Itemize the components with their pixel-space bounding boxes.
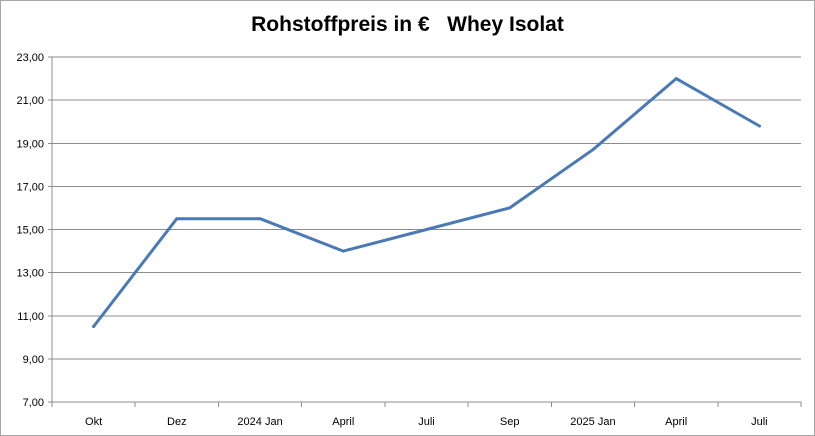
x-tick-label: April [665, 416, 687, 428]
data-point [341, 249, 345, 253]
y-tick-label: 19,00 [16, 138, 44, 150]
data-point [591, 148, 595, 152]
y-tick-label: 17,00 [16, 181, 44, 193]
y-tick-label: 13,00 [16, 268, 44, 280]
chart-title: Rohstoffpreis in € Whey Isolat [251, 13, 564, 36]
x-tick-label: Juli [751, 416, 768, 428]
y-tick-label: 15,00 [16, 225, 44, 237]
y-tick-label: 9,00 [23, 354, 44, 366]
x-tick-label: Sep [500, 416, 520, 428]
x-tick-label: 2024 Jan [237, 416, 282, 428]
y-tick-label: 23,00 [16, 52, 44, 64]
x-tick-label: Dez [167, 416, 187, 428]
x-tick-label: April [332, 416, 354, 428]
data-point [258, 217, 262, 221]
data-point [175, 217, 179, 221]
y-tick-label: 11,00 [17, 311, 44, 323]
data-point [674, 77, 678, 81]
data-point [757, 124, 761, 128]
x-tick-label: Okt [85, 416, 102, 428]
y-tick-label: 7,00 [23, 397, 44, 409]
series-line [92, 77, 761, 328]
data-point [92, 325, 96, 329]
y-tick-label: 21,00 [16, 95, 44, 107]
x-tick-label: Juli [418, 416, 435, 428]
data-point [508, 206, 512, 210]
data-point [425, 228, 428, 231]
x-tick-label: 2025 Jan [570, 416, 615, 428]
